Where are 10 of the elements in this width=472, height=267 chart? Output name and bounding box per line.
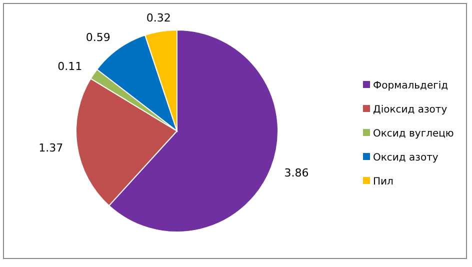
data-label: 0.11 — [58, 60, 82, 73]
legend-label: Оксид азоту — [373, 152, 438, 164]
data-label: 3.86 — [284, 166, 309, 180]
data-label: 1.37 — [38, 141, 64, 154]
legend-label: Оксид вуглецю — [373, 128, 454, 140]
data-label: 0.32 — [146, 11, 171, 24]
legend-label: Діоксид азоту — [373, 104, 448, 116]
legend-label: Пил — [373, 176, 394, 188]
legend-label: Формальдегід — [373, 80, 448, 92]
data-label: 0.59 — [86, 31, 110, 44]
